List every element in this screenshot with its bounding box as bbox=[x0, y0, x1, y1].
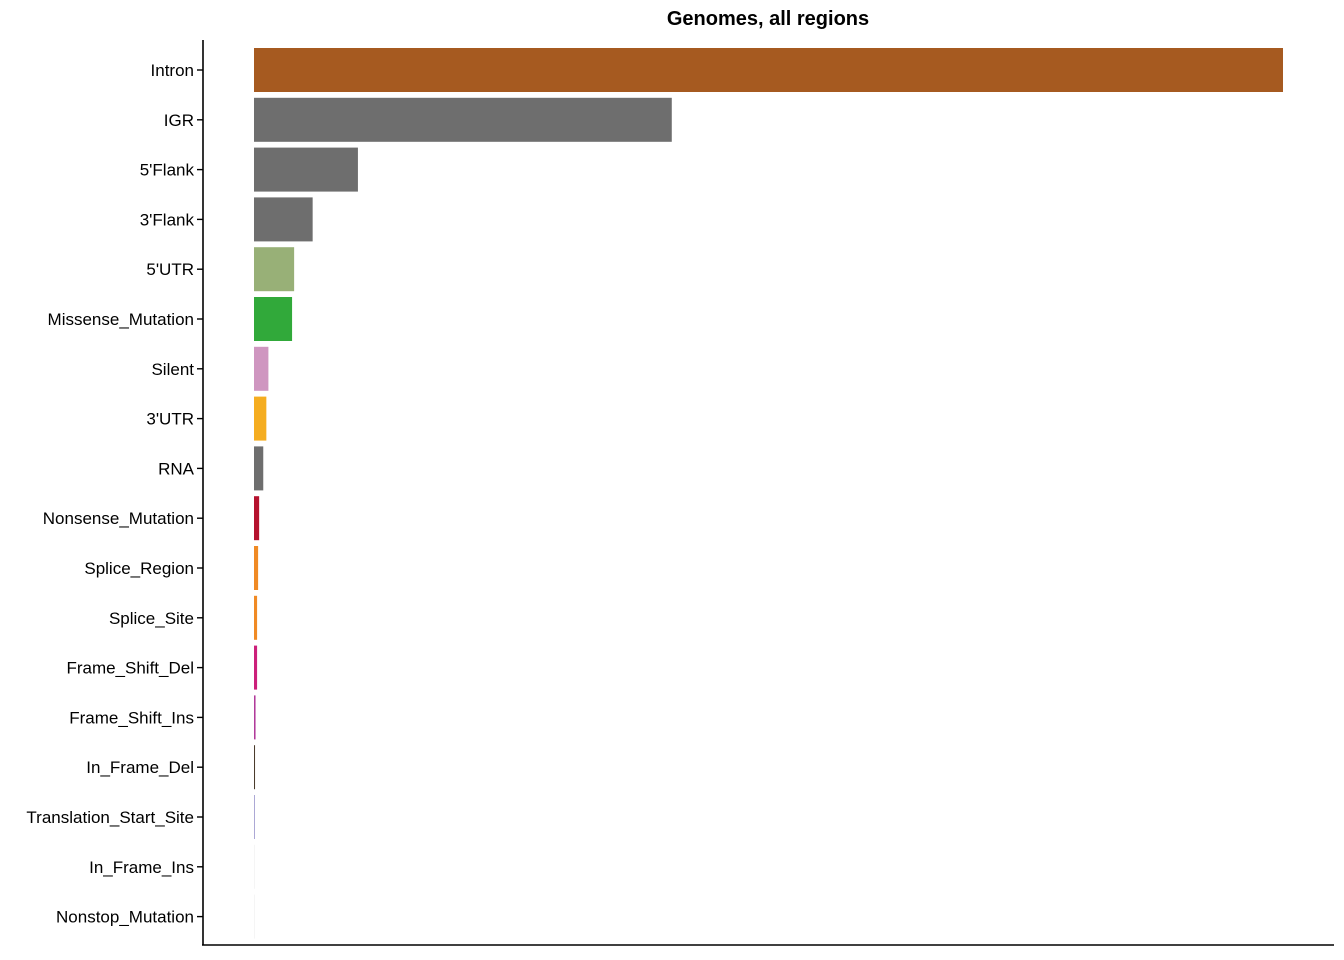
y-tick-label: 5'UTR bbox=[146, 260, 194, 279]
y-tick-label: Frame_Shift_Del bbox=[66, 659, 194, 678]
y-tick-label: In_Frame_Ins bbox=[89, 858, 194, 877]
y-tick-label: Translation_Start_Site bbox=[26, 808, 194, 827]
bar bbox=[254, 396, 267, 441]
bar bbox=[254, 147, 358, 192]
bar bbox=[254, 894, 255, 939]
y-tick-label: Nonsense_Mutation bbox=[43, 509, 194, 528]
bar bbox=[254, 247, 295, 292]
y-tick-label: Silent bbox=[151, 360, 194, 379]
y-tick-label: IGR bbox=[164, 111, 194, 130]
y-axis-ticks: Intron IGR 5'Flank 3'Flank 5'UTR Missense_Mut… bbox=[26, 61, 203, 927]
bar bbox=[254, 844, 255, 889]
bar bbox=[254, 795, 255, 839]
bar bbox=[254, 446, 264, 491]
y-tick-label: RNA bbox=[158, 459, 195, 478]
bar bbox=[254, 297, 293, 341]
y-tick-label: 5'Flank bbox=[140, 161, 195, 180]
y-tick-label: Intron bbox=[151, 61, 194, 80]
y-tick-label: Frame_Shift_Ins bbox=[69, 708, 194, 727]
bar bbox=[254, 197, 313, 242]
bars-group bbox=[254, 48, 1283, 939]
bar bbox=[254, 695, 256, 740]
y-tick-label: In_Frame_Del bbox=[86, 758, 194, 777]
y-tick-label: 3'UTR bbox=[146, 410, 194, 429]
y-tick-label: Splice_Region bbox=[84, 559, 194, 578]
y-tick-label: Splice_Site bbox=[109, 609, 194, 628]
bar bbox=[254, 745, 256, 790]
bar bbox=[254, 496, 260, 541]
bar bbox=[254, 97, 672, 142]
bar bbox=[254, 546, 259, 590]
y-tick-label: 3'Flank bbox=[140, 210, 195, 229]
bar bbox=[254, 645, 258, 690]
bar bbox=[254, 595, 258, 640]
y-tick-label: Missense_Mutation bbox=[48, 310, 194, 329]
y-tick-label: Nonstop_Mutation bbox=[56, 908, 194, 927]
bar bbox=[254, 346, 269, 391]
bar bbox=[254, 48, 1283, 92]
chart-title: Genomes, all regions bbox=[667, 8, 869, 30]
